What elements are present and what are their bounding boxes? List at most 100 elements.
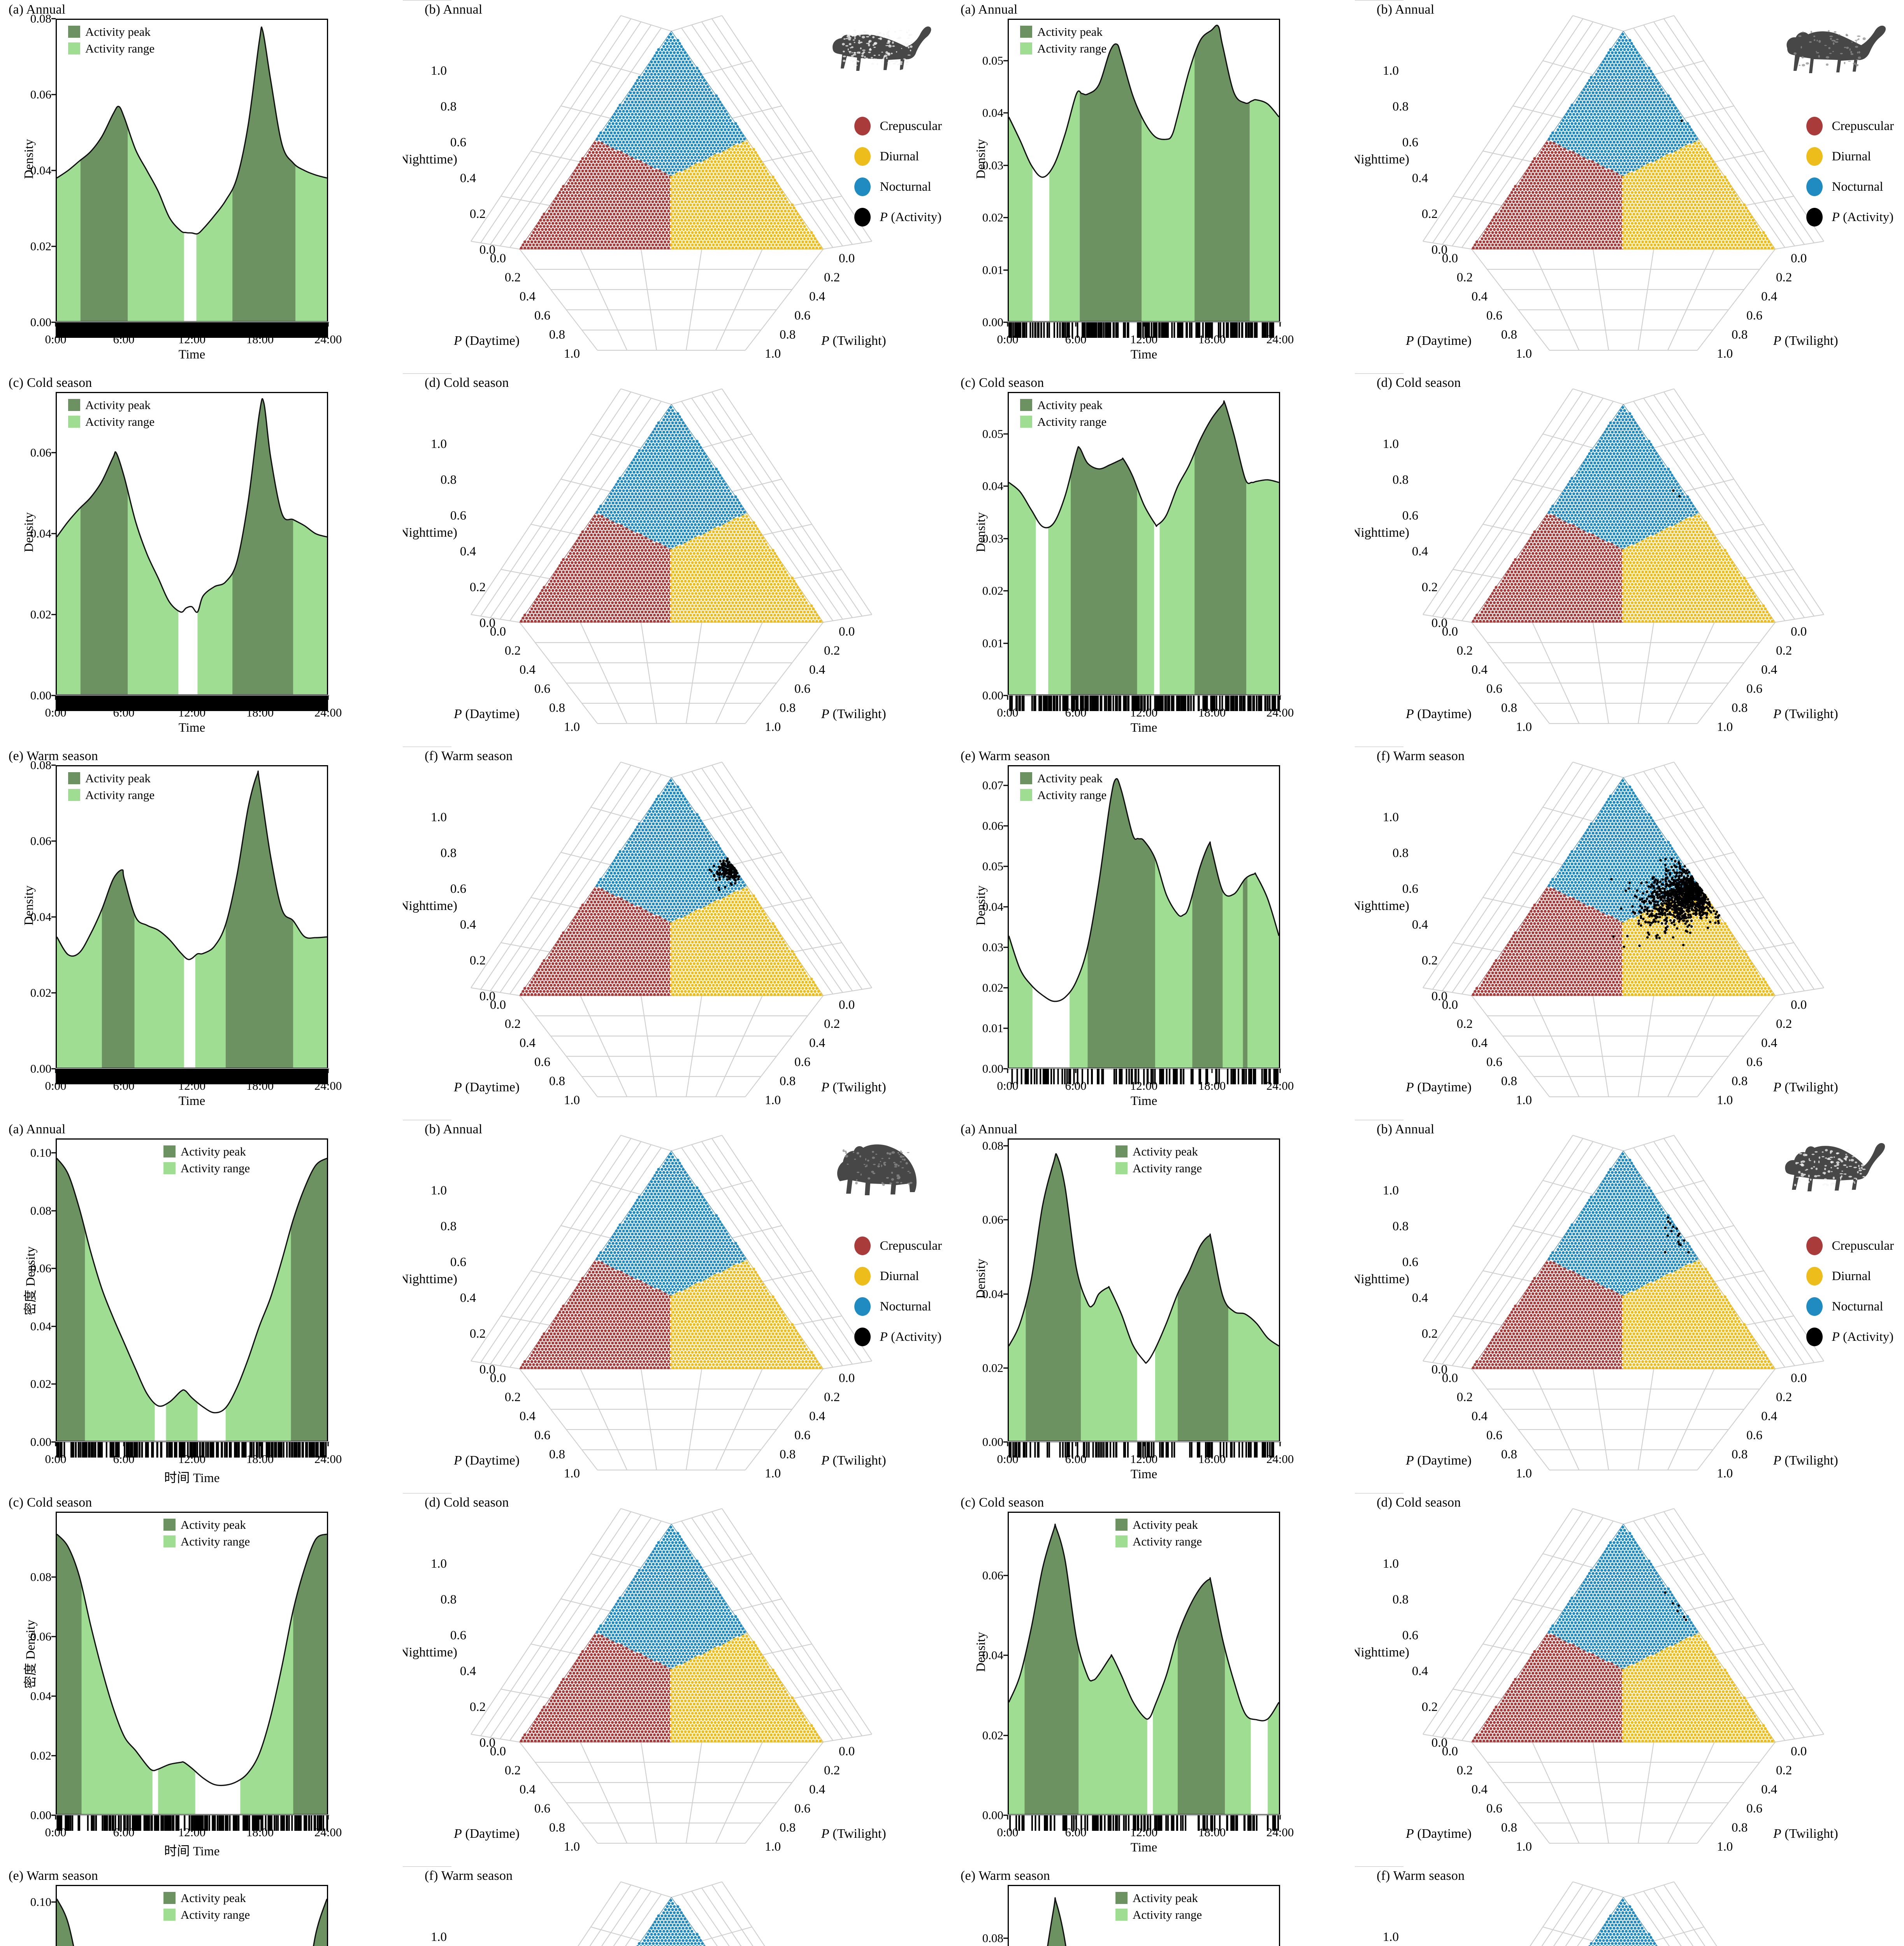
axis-label-nighttime: P (Nighttime) [1355,1645,1409,1660]
x-tick-mark [55,1442,56,1446]
x-tick-label: 0:00 [45,332,66,346]
legend-swatch [1020,399,1032,411]
legend-swatch [68,42,80,54]
legend-swatch [68,26,80,38]
y-tick-mark [1003,825,1008,827]
activity-range-band [1009,393,1036,694]
axis-label-twilight: P (Twilight) [821,707,886,721]
legend-item-peak: Activity peak [68,397,155,413]
ternary-legend: Crepuscular Diurnal Nocturnal P (Activity) [854,1236,942,1358]
legend-swatch [163,1535,176,1547]
legend-item: Nocturnal [1806,177,1894,196]
x-axis: 0:00 6:00 12:00 18:00 24:00 [1008,1069,1280,1096]
panel-row: (e) Warm season0.000.020.040.060.080.100… [0,1866,952,1946]
axis-label-twilight: P (Twilight) [821,1827,886,1841]
activity-range-band [1228,1140,1279,1441]
legend-item: Crepuscular [854,117,942,135]
tick-twilight-3: 0.6 [1746,1428,1762,1442]
x-axis-label: 时间 Time [56,1841,328,1859]
tick-twilight-1: 0.2 [824,270,840,285]
density-legend: Activity peak Activity range [68,397,155,430]
x-tick-label: 12:00 [178,1825,206,1839]
x-tick-label: 0:00 [45,706,66,720]
density-cell: (a) Annual 0.00 0.02 0.04 0.06 0.08 0:00 6:00 12… [952,1120,1365,1493]
axis-label-nighttime: P (Nighttime) [403,1272,457,1286]
y-tick-label: 0.00 [982,1435,1003,1449]
x-axis-label: Time [1008,1841,1280,1855]
tick-twilight-2: 0.4 [1761,1783,1777,1797]
axis-label-twilight: P (Twilight) [1773,707,1838,721]
axis-label-twilight: P (Twilight) [1773,1080,1838,1094]
ternary-plot-d: 0.00.20.40.60.81.0P (Nighttime)0.00.20.4… [1355,373,1904,746]
legend-item: Diurnal [854,147,942,166]
y-tick-mark [1003,60,1008,61]
legend-item: Crepuscular [854,1236,942,1255]
tick-nighttime-3: 0.6 [1402,135,1418,149]
legend-label: Nocturnal [1832,180,1883,194]
legend-swatch [1115,1892,1128,1904]
tick-twilight-2: 0.4 [809,290,825,304]
tick-daytime-2: 0.4 [1472,1036,1488,1050]
legend-label: Diurnal [1832,1269,1871,1284]
legend-item: Diurnal [1806,147,1894,166]
y-axis-label: Density [974,381,989,684]
tick-nighttime-3: 0.6 [1402,882,1418,896]
x-tick-label: 6:00 [113,1452,134,1466]
y-tick-mark [1003,1145,1008,1147]
tick-daytime-4: 0.8 [1501,1447,1517,1461]
y-axis-label: Density [22,7,37,311]
animal-drawing [1772,1123,1888,1212]
tick-daytime-1: 0.2 [1457,1763,1473,1777]
x-tick-label: 12:00 [178,1079,206,1093]
x-tick-mark [328,1069,329,1073]
density-cell: (e) Warm season0.000.020.040.060.080.100… [0,1866,413,1946]
activity-range-band [1260,1886,1279,1946]
legend-label: Diurnal [1832,149,1871,164]
tick-daytime-3: 0.6 [1486,1802,1502,1816]
tick-nighttime-4: 0.8 [1393,473,1409,487]
legend-dot [854,1267,871,1286]
y-tick-mark [1003,433,1008,434]
x-tick-mark [1075,322,1077,327]
tick-twilight-3: 0.6 [794,1802,810,1816]
legend-label: Activity range [1133,1161,1202,1176]
density-cell: (c) Cold season 0.00 0.02 0.04 0.06 0:00 6:00 1… [0,373,413,746]
y-tick-label: 0.00 [30,315,51,329]
x-tick-mark [1007,696,1008,700]
tick-twilight-1: 0.2 [824,1017,840,1031]
tick-twilight-1: 0.2 [1776,1763,1792,1777]
activity-peak-band [1194,393,1246,694]
activity-range-band [135,766,184,1068]
activity-range-band [1142,20,1194,321]
tick-nighttime-3: 0.6 [1402,1255,1418,1269]
axis-label-twilight: P (Twilight) [1773,1453,1838,1468]
y-tick-mark [1003,1293,1008,1294]
tick-nighttime-1: 0.2 [470,1327,486,1341]
x-tick-label: 18:00 [1198,1452,1226,1466]
tick-twilight-0: 0.0 [1791,251,1807,265]
density-plot-a [56,19,328,322]
y-tick-mark [51,452,56,453]
tick-daytime-3: 0.6 [1486,309,1502,323]
x-tick-mark [1212,1815,1213,1820]
x-axis-label: 时间 Time [56,1467,328,1486]
legend-label: Nocturnal [1832,1300,1883,1314]
tick-nighttime-2: 0.4 [1412,171,1428,185]
panel-row: (a) Annual 0.00 0.02 0.04 0.06 0.08 0.10 0:00 6:… [0,1120,952,1493]
tick-daytime-1: 0.2 [505,644,521,658]
legend-swatch [1115,1145,1128,1157]
legend-label: P (Activity) [880,1330,942,1344]
legend-label: Activity peak [181,1890,246,1906]
ternary-plot-f: 0.00.20.40.60.81.0P (Nighttime)0.00.20.4… [1355,746,1904,1120]
density-cell: (c) Cold season 0.00 0.02 0.04 0.06 0:00 6:00 1… [952,1493,1365,1866]
x-tick-mark [1143,1442,1145,1446]
density-plot-c [56,1512,328,1815]
tick-twilight-3: 0.6 [1746,682,1762,696]
y-tick-mark [51,614,56,615]
tick-daytime-5: 1.0 [564,347,580,361]
activity-range-band [82,1513,153,1814]
animal-drawing [1772,3,1888,93]
species-block-lynx: (a) Annual 0.00 0.02 0.04 0.06 0.08 0:00 6:00 12… [952,1120,1904,1946]
